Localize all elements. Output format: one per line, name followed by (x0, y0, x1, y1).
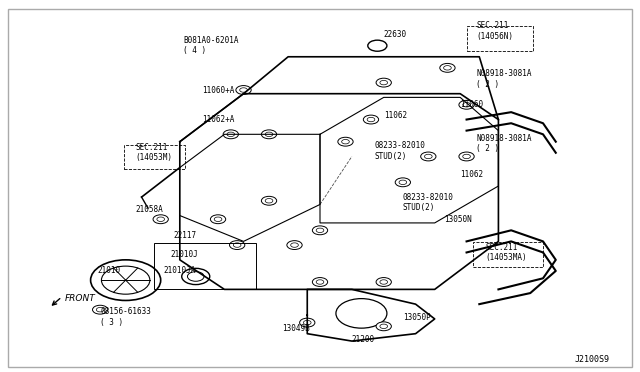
Circle shape (211, 215, 226, 224)
Text: 21010JA: 21010JA (164, 266, 196, 275)
Circle shape (459, 152, 474, 161)
Circle shape (261, 196, 276, 205)
Circle shape (300, 318, 315, 327)
Text: 21010J: 21010J (170, 250, 198, 259)
Text: 21200: 21200 (352, 335, 375, 344)
Circle shape (338, 137, 353, 146)
Circle shape (376, 278, 392, 286)
Text: 11062+A: 11062+A (202, 115, 234, 124)
Circle shape (376, 322, 392, 331)
Text: N08918-3081A
( 2 ): N08918-3081A ( 2 ) (476, 69, 532, 89)
Text: 21058A: 21058A (135, 205, 163, 215)
Circle shape (376, 78, 392, 87)
Circle shape (223, 130, 239, 139)
Text: 08233-82010
STUD(2): 08233-82010 STUD(2) (374, 141, 425, 161)
Text: SEC.211
(14053MA): SEC.211 (14053MA) (486, 243, 527, 262)
Text: 11060: 11060 (460, 100, 483, 109)
Circle shape (236, 86, 251, 94)
Text: FRONT: FRONT (65, 294, 96, 303)
Circle shape (261, 130, 276, 139)
Text: N08918-3081A
( 2 ): N08918-3081A ( 2 ) (476, 134, 532, 153)
Text: 11062: 11062 (460, 170, 483, 179)
Circle shape (459, 100, 474, 109)
Text: J2100S9: J2100S9 (575, 355, 610, 364)
Circle shape (395, 178, 410, 187)
Text: SEC.211
(14056N): SEC.211 (14056N) (476, 21, 513, 41)
Circle shape (312, 278, 328, 286)
Text: 11062: 11062 (384, 111, 407, 121)
Circle shape (287, 241, 302, 250)
Text: 13050P: 13050P (403, 312, 431, 321)
Text: SEC.211
(14053M): SEC.211 (14053M) (135, 143, 172, 163)
Text: 13050N: 13050N (444, 215, 472, 224)
Text: B081A0-6201A
( 4 ): B081A0-6201A ( 4 ) (183, 36, 239, 55)
Circle shape (153, 215, 168, 224)
Text: 22630: 22630 (384, 30, 407, 39)
Text: 08233-82010
STUD(2): 08233-82010 STUD(2) (403, 193, 454, 212)
Circle shape (93, 305, 108, 314)
Circle shape (364, 115, 379, 124)
Circle shape (420, 152, 436, 161)
Circle shape (440, 63, 455, 72)
Text: 22117: 22117 (173, 231, 196, 240)
Text: 13049B: 13049B (282, 324, 310, 333)
Text: 11060+A: 11060+A (202, 86, 234, 94)
Circle shape (312, 226, 328, 235)
Text: 21010: 21010 (97, 266, 120, 275)
Text: 08156-61633
( 3 ): 08156-61633 ( 3 ) (100, 307, 151, 327)
Circle shape (230, 241, 245, 250)
